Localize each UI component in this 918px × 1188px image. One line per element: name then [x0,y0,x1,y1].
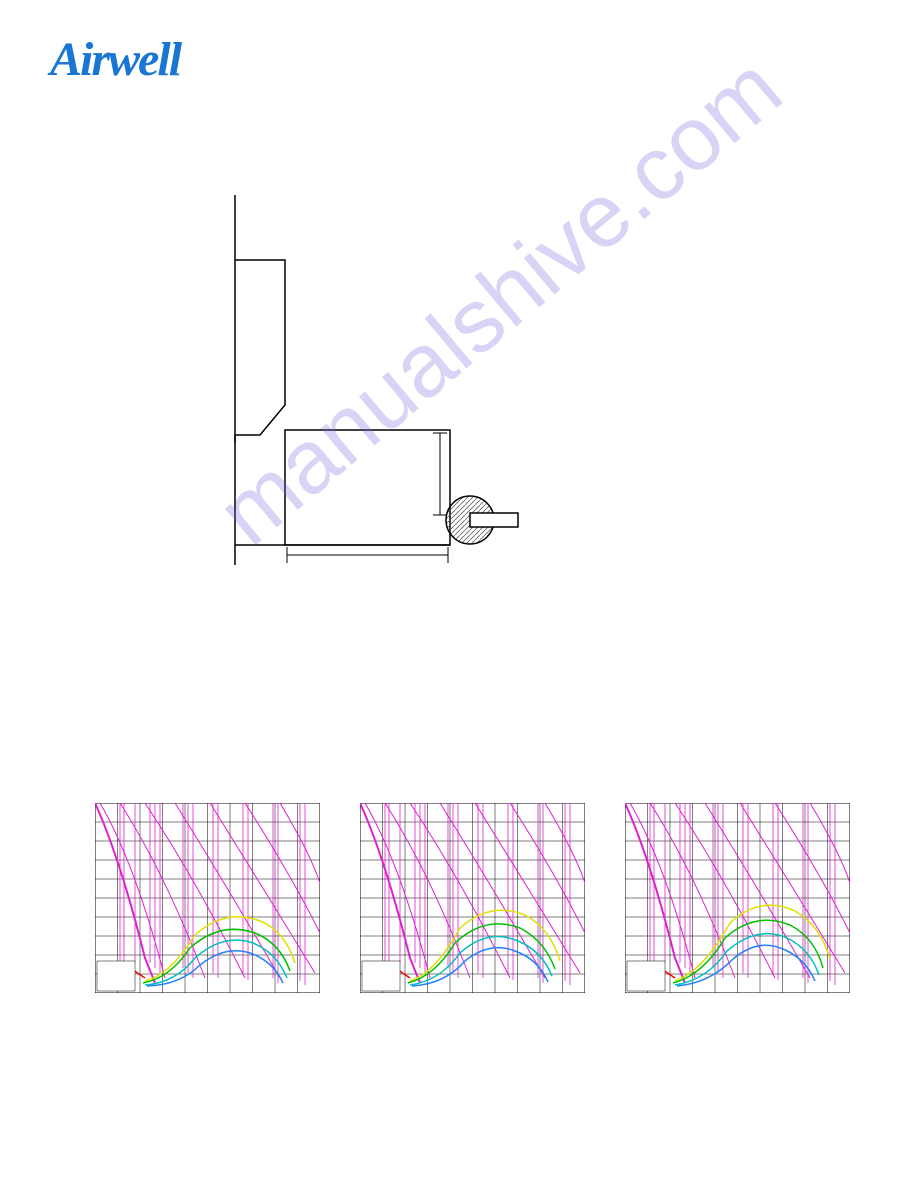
installation-diagram [225,195,535,565]
psychrometric-chart-2 [360,803,585,993]
charts-row [95,803,850,993]
logo-text: Airwell [50,33,180,86]
psychrometric-chart-1 [95,803,320,993]
brand-logo: Airwell [50,32,180,87]
psychrometric-chart-3 [625,803,850,993]
